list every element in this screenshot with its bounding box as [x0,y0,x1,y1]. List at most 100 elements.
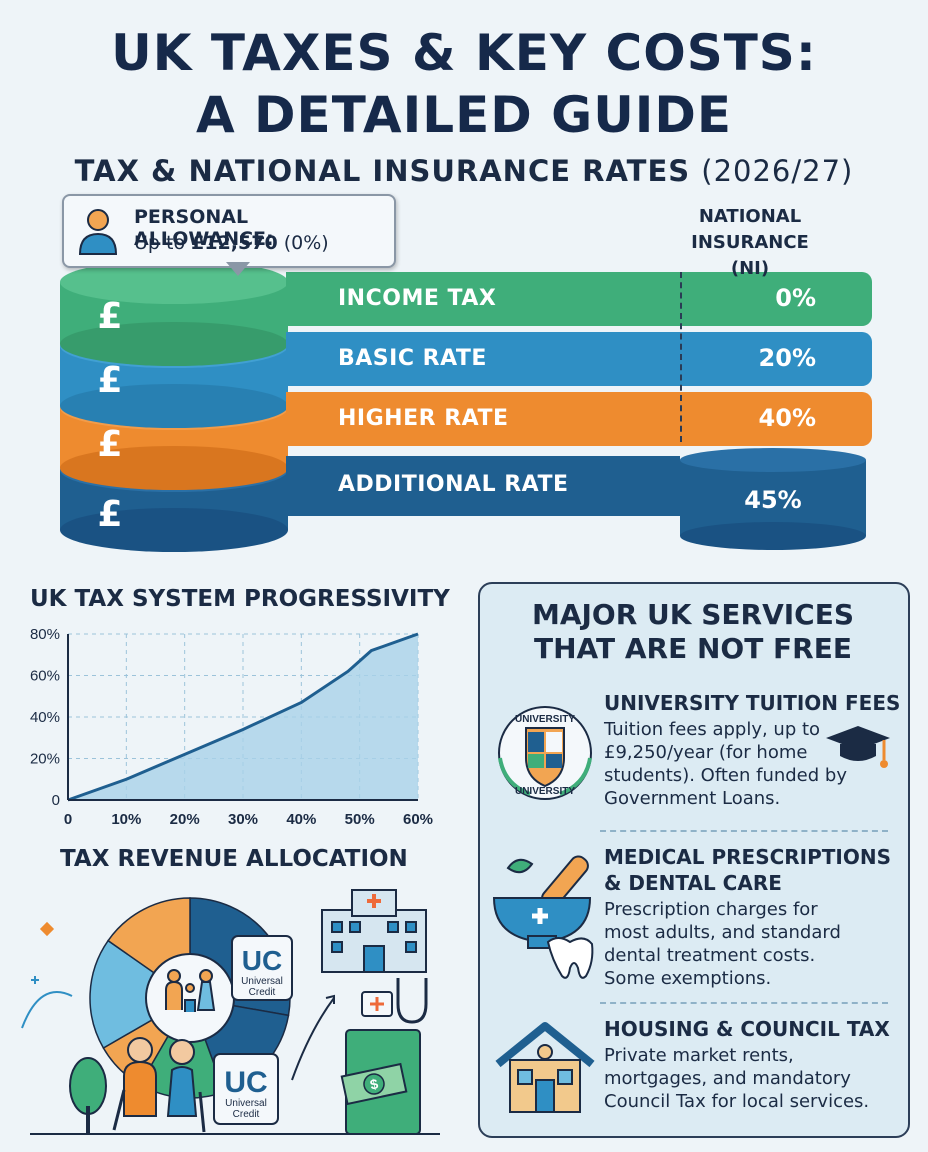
allocation-title: TAX REVENUE ALLOCATION [60,846,408,872]
service-desc-line: Some exemptions. [604,968,772,989]
service-desc-line: dental treatment costs. [604,945,816,966]
tax-cylinder-stack [60,260,866,552]
donut-center [145,953,235,1043]
page-title-line-2: A DETAILED GUIDE [195,86,733,144]
crest-text-top: UNIVERSITY [515,714,575,725]
stethoscope-icon [396,978,428,1024]
series-area [68,634,418,800]
person-icon [78,209,118,255]
subtitle-year: (2026/27) [701,154,854,188]
band-name: BASIC RATE [338,346,487,371]
service-title: UNIVERSITY TUITION FEES [604,691,901,715]
band-name: INCOME TAX [338,286,497,311]
band-higher-rate: HIGHER RATE 40% [286,392,872,446]
tree-icon [69,1057,107,1134]
services-title-line-1: MAJOR UK SERVICES [531,598,855,631]
y-tick-label: 40% [30,709,60,726]
progressivity-chart: 0 10% 20% 30% 40% 50% 60% 0 20% 40% 60% 80% [30,626,433,828]
service-desc-line: most adults, and standard [604,922,841,943]
plus-decoration [31,976,39,984]
service-title-line: & DENTAL CARE [604,871,782,895]
x-tick-label: 10% [111,811,141,828]
ni-drum-additional [680,448,866,550]
university-crest-icon: UNIVERSITY UNIVERSITY [498,706,592,800]
band-rate: 40% [758,404,816,432]
elderly-couple-icon [112,1037,206,1133]
band-rate: 0% [775,284,816,312]
y-tick-label: 60% [30,668,60,685]
services-title-line-2: THAT ARE NOT FREE [533,632,852,665]
x-tick-label: 50% [345,811,375,828]
allocation-illustration: UC Universal Credit UC Universal Credit [21,889,440,1135]
uc-badge-1 [231,935,293,1001]
house-icon [495,1022,595,1113]
hospital-icon [321,889,427,973]
cash-symbol: $ [369,1075,380,1092]
pound-icon: £ [97,360,123,401]
x-tick-label: 0 [64,811,72,828]
callout-pointer [226,262,250,276]
service-title: HOUSING & COUNCIL TAX [604,1017,890,1041]
medical-kit-icon [361,991,393,1017]
service-desc-line: students). Often funded by [604,765,847,786]
subtitle-text: TAX & NATIONAL INSURANCE RATES [74,154,691,188]
band-basic-rate: BASIC RATE 20% [286,332,872,386]
band-additional-rate: ADDITIONAL RATE [286,456,680,516]
service-desc-line: Government Loans. [604,788,781,809]
pound-icon: £ [97,494,123,535]
service-title: MEDICAL PRESCRIPTIONS & DENTAL CARE [604,844,891,896]
band-rate: 20% [758,344,816,372]
ni-divider [680,272,682,442]
uc-badge-text: UC [242,945,282,976]
x-tick-label: 30% [228,811,258,828]
squiggle-decoration [21,991,73,1029]
x-tick-label: 40% [286,811,316,828]
service-desc-line: Tuition fees apply, up to [604,719,821,740]
service-description: Private market rents, mortgages, and man… [604,1044,869,1113]
allowance-label: PERSONAL ALLOWANCE: [134,206,274,250]
service-separator [600,830,888,832]
service-desc-line: Prescription charges for [604,899,818,920]
band-income-tax: INCOME TAX 0% [286,272,872,326]
uc-badge-small: Universal [225,1098,267,1109]
pound-icon: £ [97,296,123,337]
graduation-cap-icon [826,726,890,768]
chart-title: UK TAX SYSTEM PROGRESSIVITY [30,586,450,612]
band-name: ADDITIONAL RATE [338,472,569,497]
uc-badge-small: Credit [249,987,276,998]
uc-badge-small: Credit [233,1109,260,1120]
allowance-prefix: Up to [134,232,192,254]
diamond-decoration [39,921,55,937]
allowance-amount: £12,570 [191,232,278,254]
service-description: Tuition fees apply, up to £9,250/year (f… [604,718,847,810]
service-desc-line: Council Tax for local services. [604,1091,870,1112]
service-separator [600,1002,888,1004]
y-tick-label: 20% [30,751,60,768]
donut-slice [89,939,192,1050]
page-title-line-1: UK TAXES & KEY COSTS: [111,24,817,82]
y-tick-label: 0 [52,792,60,809]
allowance-value: Up to £12,570 (0%) [134,232,329,254]
services-title: MAJOR UK SERVICES THAT ARE NOT FREE [478,598,908,666]
band-rate-additional: 45% [744,486,802,514]
service-desc-line: £9,250/year (for home [604,742,808,763]
x-tick-label: 60% [403,811,433,828]
personal-allowance-callout: PERSONAL ALLOWANCE: Up to £12,570 (0%) [62,194,396,268]
uc-badge-small: Universal [241,976,283,987]
ni-header-line-1: NATIONAL [698,206,802,227]
uc-badge-2 [213,1053,279,1125]
section-subtitle: TAX & NATIONAL INSURANCE RATES (2026/27) [0,154,928,188]
ni-header-line-2: INSURANCE (NI) [691,232,809,279]
series-line [67,632,419,802]
service-desc-line: mortgages, and mandatory [604,1068,851,1089]
services-panel [478,582,910,1138]
pound-icon: £ [97,424,123,465]
arrow-icon [291,997,335,1081]
service-desc-line: Private market rents, [604,1045,794,1066]
service-description: Prescription charges for most adults, an… [604,898,841,990]
mortar-pestle-icon [492,855,594,979]
family-icon [165,969,216,1012]
allowance-suffix: (0%) [277,232,329,254]
band-name: HIGHER RATE [338,406,509,431]
x-tick-label: 20% [170,811,200,828]
